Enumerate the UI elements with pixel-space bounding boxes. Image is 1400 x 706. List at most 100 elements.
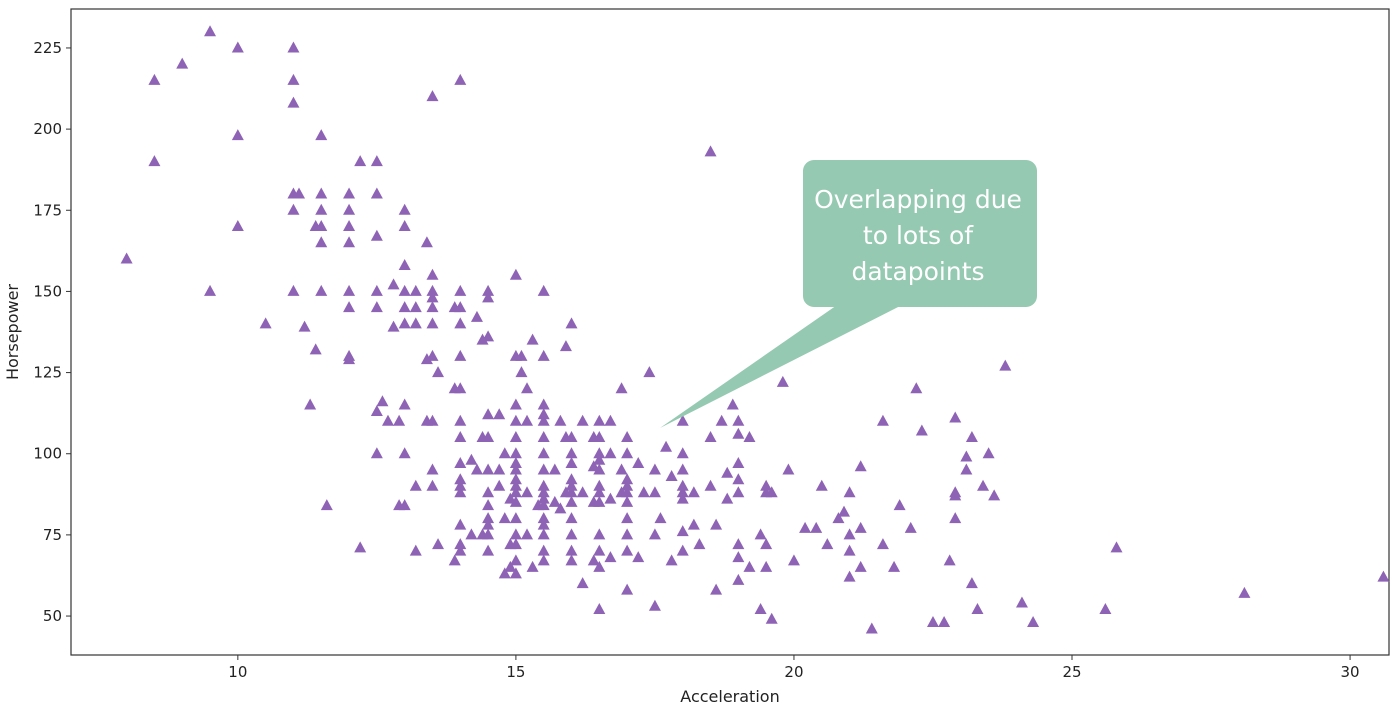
data-point <box>287 284 300 296</box>
data-point <box>537 518 550 530</box>
data-point <box>343 203 356 215</box>
data-point <box>876 414 889 426</box>
data-point <box>387 278 400 290</box>
data-point <box>315 187 328 199</box>
data-point <box>676 544 689 556</box>
data-point <box>398 258 411 270</box>
data-point <box>621 544 634 556</box>
callout-box <box>803 160 1037 307</box>
y-tick-label: 175 <box>33 201 62 219</box>
data-point <box>1377 570 1390 582</box>
data-point <box>409 301 422 313</box>
x-tick-label: 25 <box>1062 663 1081 681</box>
data-point <box>509 486 522 498</box>
data-point <box>693 538 706 550</box>
data-point <box>509 512 522 524</box>
data-point <box>381 414 394 426</box>
data-point <box>687 518 700 530</box>
data-point <box>426 301 439 313</box>
data-point <box>521 528 534 540</box>
data-point <box>320 499 333 511</box>
y-axis-label: Horsepower <box>3 284 22 380</box>
data-point <box>509 268 522 280</box>
data-point <box>765 612 778 624</box>
data-point <box>482 518 495 530</box>
x-axis-ticks: 10 15 20 25 30 <box>228 655 1360 681</box>
data-point <box>988 489 1001 501</box>
data-point <box>515 349 528 361</box>
data-point <box>298 320 311 332</box>
data-point <box>493 479 506 491</box>
data-point <box>843 570 856 582</box>
y-tick-label: 50 <box>43 607 62 625</box>
data-point <box>537 479 550 491</box>
data-point <box>676 447 689 459</box>
data-point <box>370 405 383 417</box>
data-point <box>832 512 845 524</box>
data-point <box>648 486 661 498</box>
data-point <box>354 155 367 167</box>
data-point <box>732 538 745 550</box>
data-point <box>315 129 328 141</box>
data-point <box>409 317 422 329</box>
data-point <box>593 495 606 507</box>
data-point <box>704 431 717 443</box>
data-point <box>565 486 578 498</box>
data-point <box>482 284 495 296</box>
data-point <box>565 456 578 468</box>
data-point <box>593 414 606 426</box>
data-point <box>537 499 550 511</box>
data-point <box>676 525 689 537</box>
data-point <box>370 187 383 199</box>
data-point <box>621 431 634 443</box>
data-point <box>537 463 550 475</box>
data-point <box>498 512 511 524</box>
data-point <box>676 463 689 475</box>
data-point <box>148 73 161 85</box>
data-point <box>960 463 973 475</box>
data-point <box>865 622 878 634</box>
x-axis-label: Acceleration <box>680 687 779 706</box>
data-point <box>315 203 328 215</box>
data-point <box>660 440 673 452</box>
plot-frame <box>70 8 1390 656</box>
data-point <box>537 349 550 361</box>
data-point <box>509 414 522 426</box>
data-point <box>398 317 411 329</box>
data-points <box>120 25 1390 634</box>
data-point <box>287 41 300 53</box>
data-point <box>632 456 645 468</box>
data-point <box>893 499 906 511</box>
data-point <box>509 554 522 566</box>
data-point <box>426 284 439 296</box>
data-point <box>482 431 495 443</box>
data-point <box>565 317 578 329</box>
data-point <box>665 554 678 566</box>
data-point <box>482 408 495 420</box>
data-point <box>654 512 667 524</box>
data-point <box>615 382 628 394</box>
data-point <box>454 544 467 556</box>
data-point <box>559 340 572 352</box>
data-point <box>370 284 383 296</box>
data-point <box>604 551 617 563</box>
data-point <box>576 486 589 498</box>
data-point <box>509 528 522 540</box>
data-point <box>854 560 867 572</box>
data-point <box>454 518 467 530</box>
data-point <box>537 414 550 426</box>
data-point <box>593 528 606 540</box>
data-point <box>370 229 383 241</box>
y-tick-label: 150 <box>33 282 62 300</box>
data-point <box>999 359 1012 371</box>
data-point <box>432 366 445 378</box>
data-point <box>309 343 322 355</box>
data-point <box>509 495 522 507</box>
data-point <box>721 492 734 504</box>
data-point <box>426 349 439 361</box>
data-point <box>537 554 550 566</box>
callout-line-1: Overlapping due <box>814 185 1022 214</box>
data-point <box>676 479 689 491</box>
data-point <box>838 505 851 517</box>
data-point <box>409 284 422 296</box>
